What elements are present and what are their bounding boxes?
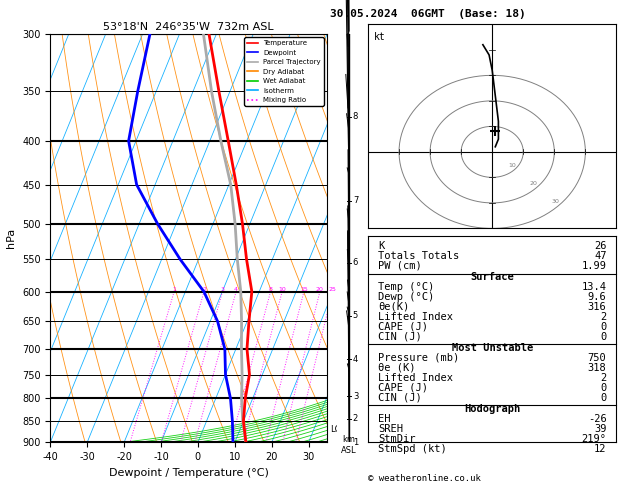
Text: StmSpd (kt): StmSpd (kt) (378, 444, 447, 453)
Text: 20: 20 (530, 181, 538, 187)
Text: 4: 4 (353, 355, 358, 364)
Text: 39: 39 (594, 424, 606, 434)
Text: Totals Totals: Totals Totals (378, 251, 459, 261)
Text: 9.6: 9.6 (587, 292, 606, 302)
Text: 47: 47 (594, 251, 606, 261)
Text: 2: 2 (353, 415, 358, 423)
Text: 6: 6 (353, 258, 359, 267)
Text: PW (cm): PW (cm) (378, 260, 421, 271)
Text: Dewp (°C): Dewp (°C) (378, 292, 434, 302)
Text: CAPE (J): CAPE (J) (378, 382, 428, 393)
Text: 30.05.2024  06GMT  (Base: 18): 30.05.2024 06GMT (Base: 18) (330, 9, 526, 19)
Text: 0: 0 (600, 331, 606, 342)
Text: 10: 10 (508, 163, 516, 168)
Text: 8: 8 (353, 112, 359, 122)
Text: km
ASL: km ASL (342, 435, 357, 454)
Text: SREH: SREH (378, 424, 403, 434)
Text: Lifted Index: Lifted Index (378, 312, 453, 322)
Text: 25: 25 (328, 287, 337, 292)
Text: EH: EH (378, 414, 391, 424)
Text: θe(K): θe(K) (378, 302, 409, 312)
Text: Pressure (mb): Pressure (mb) (378, 353, 459, 363)
Text: 219°: 219° (581, 434, 606, 444)
Text: CIN (J): CIN (J) (378, 393, 421, 402)
Text: 1: 1 (172, 287, 176, 292)
Text: Temp (°C): Temp (°C) (378, 282, 434, 292)
Legend: Temperature, Dewpoint, Parcel Trajectory, Dry Adiabat, Wet Adiabat, Isotherm, Mi: Temperature, Dewpoint, Parcel Trajectory… (245, 37, 323, 106)
Text: 750: 750 (587, 353, 606, 363)
Text: CAPE (J): CAPE (J) (378, 322, 428, 331)
Text: 12: 12 (594, 444, 606, 453)
Text: 316: 316 (587, 302, 606, 312)
Text: Lifted Index: Lifted Index (378, 373, 453, 383)
Text: 2: 2 (202, 287, 206, 292)
Text: -26: -26 (587, 414, 606, 424)
Text: 0: 0 (600, 322, 606, 331)
Text: LCL: LCL (330, 425, 345, 434)
Text: 3: 3 (221, 287, 225, 292)
Text: © weatheronline.co.uk: © weatheronline.co.uk (368, 474, 481, 483)
Text: kt: kt (374, 32, 386, 42)
Text: Most Unstable: Most Unstable (452, 343, 533, 353)
Text: K: K (378, 241, 384, 251)
Text: θe (K): θe (K) (378, 363, 415, 373)
Text: 0: 0 (600, 382, 606, 393)
Text: 2: 2 (600, 373, 606, 383)
Text: 4: 4 (234, 287, 238, 292)
Text: 7: 7 (353, 196, 359, 206)
Text: 1.99: 1.99 (581, 260, 606, 271)
Text: 15: 15 (300, 287, 308, 292)
Text: 10: 10 (278, 287, 286, 292)
Text: 20: 20 (316, 287, 324, 292)
Text: CIN (J): CIN (J) (378, 331, 421, 342)
Text: 3: 3 (353, 392, 359, 400)
Text: 26: 26 (594, 241, 606, 251)
Text: 8: 8 (269, 287, 272, 292)
Text: 0: 0 (600, 393, 606, 402)
Text: Surface: Surface (470, 272, 514, 282)
Text: 5: 5 (353, 311, 358, 320)
Text: 2: 2 (600, 312, 606, 322)
Text: 1: 1 (353, 438, 358, 447)
Text: StmDir: StmDir (378, 434, 415, 444)
Text: 13.4: 13.4 (581, 282, 606, 292)
Text: 318: 318 (587, 363, 606, 373)
Title: 53°18'N  246°35'W  732m ASL: 53°18'N 246°35'W 732m ASL (103, 22, 274, 32)
Y-axis label: hPa: hPa (6, 228, 16, 248)
X-axis label: Dewpoint / Temperature (°C): Dewpoint / Temperature (°C) (109, 468, 269, 478)
Text: 30: 30 (552, 199, 560, 205)
Text: Hodograph: Hodograph (464, 404, 520, 414)
